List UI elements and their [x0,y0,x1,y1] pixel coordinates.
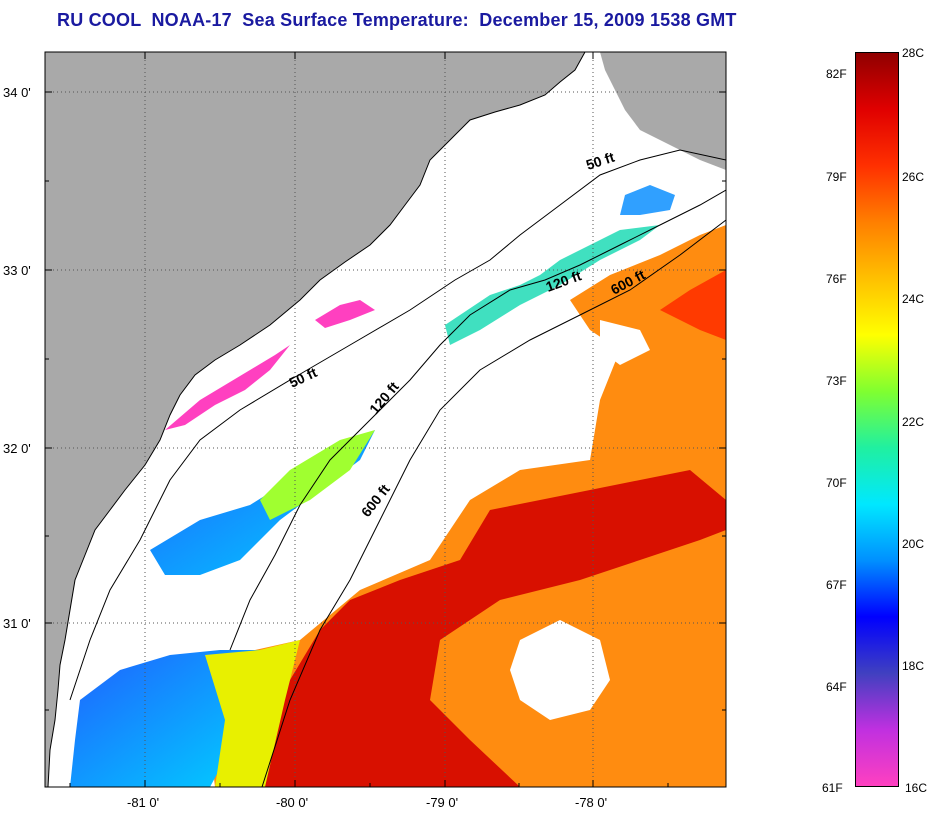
colorbar-label-f: 82F [826,67,847,81]
colorbar-label-c: 20C [902,537,925,551]
sst-cool-north-patch [620,185,675,215]
colorbar-label-c: 18C [902,659,925,673]
sst-green-shelf [260,430,375,520]
axis-ticks [45,52,726,787]
colorbar-label-c: 16C [905,781,928,795]
colorbar-label-c: 22C [902,415,925,429]
lat-label: 34 0' [3,85,31,100]
colorbar-label-f: 70F [826,476,847,490]
colorbar-label-f: 67F [826,578,847,592]
colorbar-label-f: 61F [822,781,843,795]
coastline [47,52,586,787]
sst-cool-north [445,225,660,345]
lat-label: 32 0' [3,441,31,456]
contour-600ft [261,219,726,787]
cloud-patch [330,340,600,600]
sst-red-band [660,270,726,340]
colorbar-label-f: 64F [826,680,847,694]
map-content: 50 ft 50 ft 120 ft 120 ft 600 ft 600 ft [45,52,726,787]
sst-yellow-shelf [205,640,300,787]
lat-label: 31 0' [3,616,31,631]
contour-50ft [69,149,726,701]
colorbar-label-c: 28C [902,46,925,60]
colorbar-label-f: 73F [826,374,847,388]
sst-cold-nearshore [315,300,375,328]
sst-hot-core [262,470,726,787]
contour-120ft [229,189,726,651]
colorbar-label-f: 79F [826,170,847,184]
colorbar [855,52,899,787]
cloud-patch [510,620,610,720]
colorbar-label-c: 24C [902,292,925,306]
land-area [45,52,585,787]
sst-cold-nearshore [165,345,290,430]
map-title: RU COOL NOAA-17 Sea Surface Temperature:… [57,10,737,30]
cloud-patch [600,320,650,365]
lon-label: -80 0' [276,795,308,810]
sst-cool-shelf-south [70,650,260,787]
lat-label: 33 0' [3,263,31,278]
graticule [45,52,726,787]
lon-label: -79 0' [426,795,458,810]
colorbar-label-f: 76F [826,272,847,286]
lon-label: -78 0' [575,795,607,810]
lon-label: -81 0' [127,795,159,810]
colorbar-label-c: 26C [902,170,925,184]
land-area-north [600,52,726,170]
